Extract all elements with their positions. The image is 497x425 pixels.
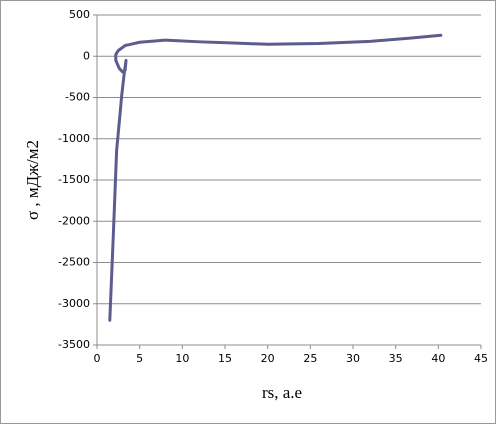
y-tick-label: -2500 xyxy=(58,256,90,269)
y-tick-label: -1500 xyxy=(58,173,90,186)
y-tick-label: -2000 xyxy=(58,214,90,227)
data-line xyxy=(108,33,443,322)
y-tick-label: -500 xyxy=(65,91,90,104)
x-axis-label: rs, a.e xyxy=(262,383,302,402)
x-tick-label: 30 xyxy=(346,352,360,365)
x-tick-label: 10 xyxy=(175,352,189,365)
y-tick-label: -1000 xyxy=(58,132,90,145)
x-tick-label: 5 xyxy=(136,352,143,365)
x-tick-label: 0 xyxy=(94,352,101,365)
y-axis-label: σ , мДж/м2 xyxy=(23,140,42,220)
x-tick-label: 25 xyxy=(303,352,317,365)
x-tick-label: 20 xyxy=(261,352,275,365)
x-tick-label: 35 xyxy=(389,352,403,365)
y-tick-label: -3500 xyxy=(58,338,90,351)
x-tick-label: 40 xyxy=(431,352,445,365)
x-tick-label: 15 xyxy=(218,352,232,365)
y-tick-label: 0 xyxy=(83,49,90,62)
y-tick-label: 500 xyxy=(69,8,90,21)
x-tick-label: 45 xyxy=(474,352,488,365)
y-tick-label: -3000 xyxy=(58,297,90,310)
